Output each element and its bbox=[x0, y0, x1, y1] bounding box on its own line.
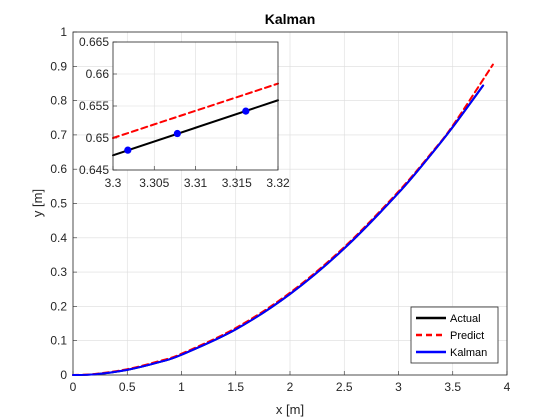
y-tick-label: 0 bbox=[60, 368, 67, 382]
x-tick-label: 4 bbox=[504, 380, 511, 394]
y-tick-label: 0.1 bbox=[50, 334, 67, 348]
y-tick-label: 0.8 bbox=[50, 94, 67, 108]
legend-label-predict: Predict bbox=[450, 330, 484, 342]
y-tick-label: 0.2 bbox=[50, 299, 67, 313]
main-y-tick-labels: 0 0.1 0.2 0.3 0.4 0.5 0.6 0.7 0.8 0.9 1 bbox=[50, 25, 67, 382]
y-tick-label: 0.4 bbox=[50, 231, 67, 245]
y-tick-label: 1 bbox=[60, 25, 67, 39]
x-tick-label: 3 bbox=[395, 380, 402, 394]
y-tick-label: 0.5 bbox=[50, 197, 67, 211]
y-tick-label: 0.645 bbox=[79, 163, 109, 177]
chart-title: Kalman bbox=[265, 11, 316, 27]
x-tick-label: 2.5 bbox=[336, 380, 353, 394]
x-tick-label: 1 bbox=[178, 380, 185, 394]
x-tick-label: 3.32 bbox=[266, 176, 290, 190]
x-tick-label: 3.5 bbox=[444, 380, 461, 394]
x-tick-label: 3.305 bbox=[139, 176, 169, 190]
legend: Actual Predict Kalman bbox=[410, 306, 499, 364]
series-line-kalman bbox=[72, 84, 485, 376]
data-point bbox=[242, 107, 250, 115]
series-line-s1 bbox=[112, 82, 279, 139]
main-x-tick-labels: 0 0.5 1 1.5 2 2.5 3 3.5 4 bbox=[70, 380, 511, 394]
inset-series bbox=[112, 82, 279, 157]
y-tick-label: 0.665 bbox=[79, 35, 109, 49]
x-tick-label: 1.5 bbox=[227, 380, 244, 394]
x-tick-label: 3.315 bbox=[222, 176, 252, 190]
x-tick-label: 2 bbox=[287, 380, 294, 394]
inset-y-tick-labels: 0.645 0.65 0.655 0.66 0.665 bbox=[79, 35, 109, 177]
x-axis-label: x [m] bbox=[276, 402, 304, 417]
data-point bbox=[124, 146, 132, 154]
main-series bbox=[72, 63, 494, 376]
inset-axes-frame bbox=[112, 41, 279, 171]
y-axis-label: y [m] bbox=[30, 189, 45, 217]
main-axes-frame bbox=[72, 31, 508, 376]
y-tick-label: 0.6 bbox=[50, 162, 67, 176]
y-tick-label: 0.65 bbox=[86, 131, 110, 145]
inset-x-tick-labels: 3.3 3.305 3.31 3.315 3.32 bbox=[105, 176, 290, 190]
y-tick-label: 0.66 bbox=[86, 67, 110, 81]
x-tick-label: 0 bbox=[70, 380, 77, 394]
y-tick-label: 0.9 bbox=[50, 59, 67, 73]
x-tick-label: 0.5 bbox=[119, 380, 136, 394]
y-tick-label: 0.3 bbox=[50, 265, 67, 279]
y-tick-label: 0.7 bbox=[50, 128, 67, 142]
legend-label-actual: Actual bbox=[450, 313, 481, 325]
y-tick-label: 0.655 bbox=[79, 99, 109, 113]
x-tick-label: 3.31 bbox=[184, 176, 208, 190]
legend-label-kalman: Kalman bbox=[450, 347, 487, 359]
x-tick-label: 3.3 bbox=[105, 176, 122, 190]
inset-chart: 3.3 3.305 3.31 3.315 3.32 0.645 0.65 0.655 0.66… bbox=[79, 35, 290, 190]
data-point bbox=[173, 129, 181, 138]
legend-box bbox=[410, 306, 499, 364]
